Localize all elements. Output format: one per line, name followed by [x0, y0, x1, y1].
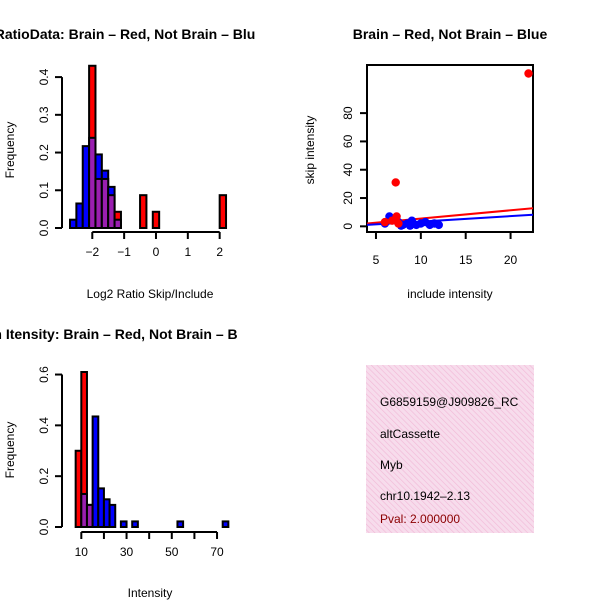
scatter-panel: Brain – Red, Not Brain – Blue 5 10 15 20 0 20…	[303, 26, 547, 301]
x-tick-label: −1	[117, 245, 131, 259]
y-tick-label: 60	[341, 134, 355, 148]
blue-bar	[108, 503, 117, 528]
x-tick-label: 20	[504, 253, 518, 267]
y-tick-label: 0.0	[37, 518, 51, 535]
ratio-histogram-title: RatioData: Brain – Red, Not Brain – Blu	[0, 26, 255, 42]
blue-bar	[91, 415, 100, 529]
y-tick-label: 40	[341, 163, 355, 177]
intensity-histogram-title: Exon Inclusion Itensity: Brain – Red, No…	[0, 326, 238, 342]
blue-point	[434, 220, 443, 230]
x-tick-label: 15	[459, 253, 473, 267]
overlap-bar	[113, 218, 122, 229]
blue-bar	[119, 520, 128, 529]
y-tick-label: 0.2	[37, 468, 51, 485]
info-gene: Myb	[380, 458, 403, 472]
scatter-points	[380, 69, 533, 230]
scatter-axes: 5 10 15 20 0 20 40 60 80	[341, 106, 518, 267]
info-pval: Pval: 2.000000	[380, 512, 460, 526]
x-tick-label: −2	[85, 245, 99, 259]
y-tick-label: 0.0	[37, 219, 51, 236]
red-point	[380, 217, 390, 227]
y-tick-label: 0.4	[37, 417, 51, 434]
info-panel: G6859159@J909826_RC altCassette Myb chr1…	[366, 365, 534, 533]
blue-bar	[221, 520, 230, 529]
x-tick-label: 10	[75, 545, 89, 559]
ratio-histogram-xlabel: Log2 Ratio Skip/Include	[87, 287, 214, 301]
scatter-title: Brain – Red, Not Brain – Blue	[353, 26, 548, 42]
y-tick-label: 0.1	[37, 182, 51, 199]
red-point	[391, 178, 400, 187]
y-tick-label: 80	[341, 106, 355, 120]
ratio-histogram-bars	[69, 64, 228, 230]
scatter-xlabel: include intensity	[407, 287, 492, 301]
x-tick-label: 30	[120, 545, 134, 559]
blue-bar	[131, 520, 139, 529]
red-bar	[151, 210, 161, 229]
intensity-histogram-panel: Exon Inclusion Itensity: Brain – Red, No…	[0, 326, 238, 600]
red-point	[524, 69, 533, 78]
red-bar	[139, 194, 148, 230]
y-tick-label: 0.3	[37, 106, 51, 123]
x-tick-label: 1	[184, 245, 191, 259]
x-tick-label: 70	[210, 545, 224, 559]
red-bar	[218, 194, 228, 230]
x-tick-label: 2	[216, 245, 223, 259]
info-location: chr10.1942–2.13	[380, 489, 470, 503]
ratio-histogram-axes: −2 −1 0 1 2 0.0 0.1 0.2 0.3 0.4	[37, 68, 223, 259]
red-point	[394, 219, 403, 228]
x-tick-label: 10	[414, 253, 428, 267]
y-tick-label: 0.4	[37, 68, 51, 85]
scatter-ylabel: skip intensity	[303, 116, 317, 185]
blue-bar	[176, 520, 185, 529]
info-event-id: G6859159@J909826_RC	[380, 395, 519, 409]
y-tick-label: 20	[341, 191, 355, 205]
intensity-histogram-axes: 10 30 50 70 0.0 0.2 0.4 0.6	[37, 366, 224, 559]
y-tick-label: 0	[341, 223, 355, 230]
y-tick-label: 0.2	[37, 144, 51, 161]
x-tick-label: 0	[153, 245, 160, 259]
intensity-histogram-xlabel: Intensity	[128, 586, 173, 600]
ratio-histogram-panel: RatioData: Brain – Red, Not Brain – Blu …	[0, 26, 255, 301]
x-tick-label: 5	[373, 253, 380, 267]
x-tick-label: 50	[165, 545, 179, 559]
blue-point	[405, 221, 415, 230]
ratio-histogram-ylabel: Frequency	[3, 122, 17, 179]
info-event-type: altCassette	[380, 427, 440, 441]
info-hatch	[366, 365, 534, 533]
y-tick-label: 0.6	[37, 366, 51, 383]
intensity-histogram-bars	[74, 371, 230, 529]
intensity-histogram-ylabel: Frequency	[3, 422, 17, 479]
red-point	[387, 216, 397, 225]
scatter-plot-box	[366, 64, 534, 233]
